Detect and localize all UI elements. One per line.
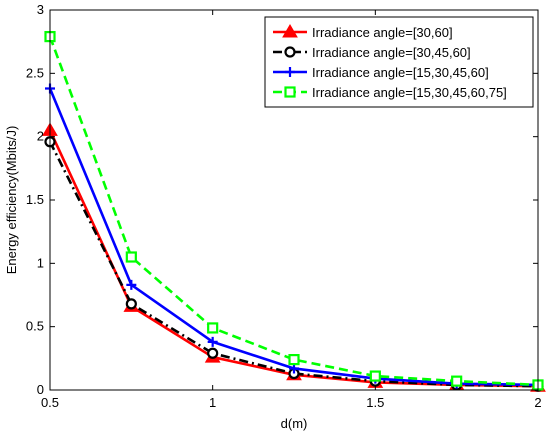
data-point [207,322,219,334]
data-point [285,67,295,77]
legend-label: Irradiance angle=[15,30,45,60] [312,65,489,80]
y-tick-label: 2 [37,129,44,144]
x-tick-label: 1 [209,395,216,410]
y-tick-label: 2.5 [26,65,44,80]
legend-entry: Irradiance angle=[15,30,45,60] [273,65,489,80]
data-point [284,86,296,98]
legend-entry: Irradiance angle=[30,60] [273,24,453,40]
x-tick-label: 0.5 [41,395,59,410]
data-point [288,354,300,366]
legend-entry: Irradiance angle=[30,45,60] [273,45,471,60]
y-axis-label: Energy efficiency(Mbits/J) [4,126,19,275]
data-point [369,370,381,382]
y-tick-label: 3 [37,2,44,17]
y-tick-label: 0.5 [26,319,44,334]
legend-label: Irradiance angle=[30,60] [312,25,453,40]
x-tick-label: 1.5 [366,395,384,410]
y-tick-label: 1 [37,255,44,270]
y-tick-label: 0 [37,382,44,397]
data-point [284,46,296,58]
data-point [207,336,218,347]
data-point [126,279,137,290]
legend-label: Irradiance angle=[30,45,60] [312,45,471,60]
legend-box [264,16,534,108]
ticks-layer: 0.5 1 1.5 200.511.522.53 [26,2,542,410]
data-point [451,375,463,387]
y-tick-label: 1.5 [26,192,44,207]
legend-label: Irradiance angle=[15,30,45,60,75] [312,85,507,100]
series-layer [42,30,546,392]
x-tick-label: 2 [534,395,541,410]
legend-entry: Irradiance angle=[15,30,45,60,75] [273,85,507,100]
data-point [125,251,137,263]
x-axis-label: d(m) [281,416,308,431]
data-point [125,298,137,310]
data-point [282,24,298,38]
legend: Irradiance angle=[30,60] Irradiance angle… [264,16,534,108]
data-point [207,347,219,359]
